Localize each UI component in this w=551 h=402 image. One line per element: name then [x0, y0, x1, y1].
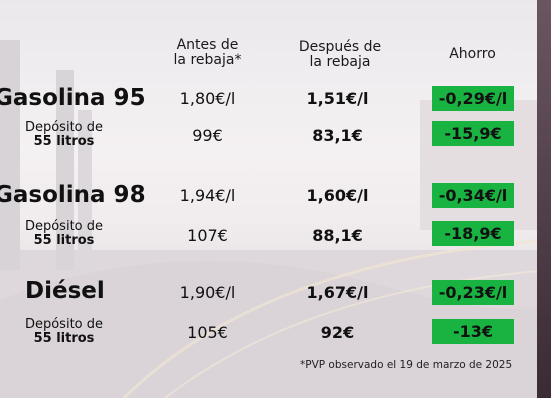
savings-badge-tank-gasolina-95: -15,9€: [432, 121, 514, 146]
header-before: Antes de la rebaja*: [160, 38, 255, 68]
price-before-gasolina-95: 1,80€/l: [179, 89, 236, 108]
edge-shadow: [537, 0, 551, 402]
price-after-diesel: 1,67€/l: [306, 283, 369, 302]
tank-before-diesel: 105€: [187, 323, 228, 342]
tank-label-line2: 55 litros: [33, 233, 95, 248]
savings-badge-price-diesel: -0,23€/l: [432, 280, 514, 305]
tank-label-gasolina-98: Depósito de 55 litros: [14, 220, 114, 248]
tank-after-gasolina-95: 83,1€: [312, 126, 363, 145]
price-before-diesel: 1,90€/l: [179, 283, 236, 302]
tank-label-line1: Depósito de: [24, 317, 104, 332]
fuel-name-gasolina-98: Gasolina 98: [0, 182, 146, 208]
header-before-line2: la rebaja*: [173, 52, 242, 68]
header-after-line2: la rebaja: [309, 54, 371, 70]
bottom-edge: [0, 398, 551, 402]
tank-label-gasolina-95: Depósito de 55 litros: [14, 121, 114, 149]
header-savings: Ahorro: [449, 46, 496, 62]
savings-badge-tank-gasolina-98: -18,9€: [432, 221, 514, 246]
fuel-name-diesel: Diésel: [25, 278, 105, 304]
tank-label-line1: Depósito de: [24, 219, 104, 234]
tank-label-line1: Depósito de: [24, 120, 104, 135]
header-after: Después de la rebaja: [285, 40, 395, 70]
tank-after-gasolina-98: 88,1€: [312, 226, 363, 245]
tank-label-line2: 55 litros: [33, 331, 95, 346]
tank-label-line2: 55 litros: [33, 134, 95, 149]
tank-after-diesel: 92€: [320, 323, 355, 342]
footnote: *PVP observado el 19 de marzo de 2025: [300, 359, 513, 371]
tank-label-diesel: Depósito de 55 litros: [14, 318, 114, 346]
header-after-line1: Después de: [298, 39, 382, 55]
tank-before-gasolina-98: 107€: [187, 226, 228, 245]
price-before-gasolina-98: 1,94€/l: [179, 186, 236, 205]
price-after-gasolina-98: 1,60€/l: [306, 186, 369, 205]
tank-before-gasolina-95: 99€: [192, 126, 223, 145]
savings-badge-price-gasolina-95: -0,29€/l: [432, 86, 514, 111]
savings-badge-price-gasolina-98: -0,34€/l: [432, 183, 514, 208]
price-after-gasolina-95: 1,51€/l: [306, 89, 369, 108]
savings-badge-tank-diesel: -13€: [432, 319, 514, 344]
header-before-line1: Antes de: [176, 37, 239, 53]
fuel-name-gasolina-95: Gasolina 95: [0, 85, 146, 111]
